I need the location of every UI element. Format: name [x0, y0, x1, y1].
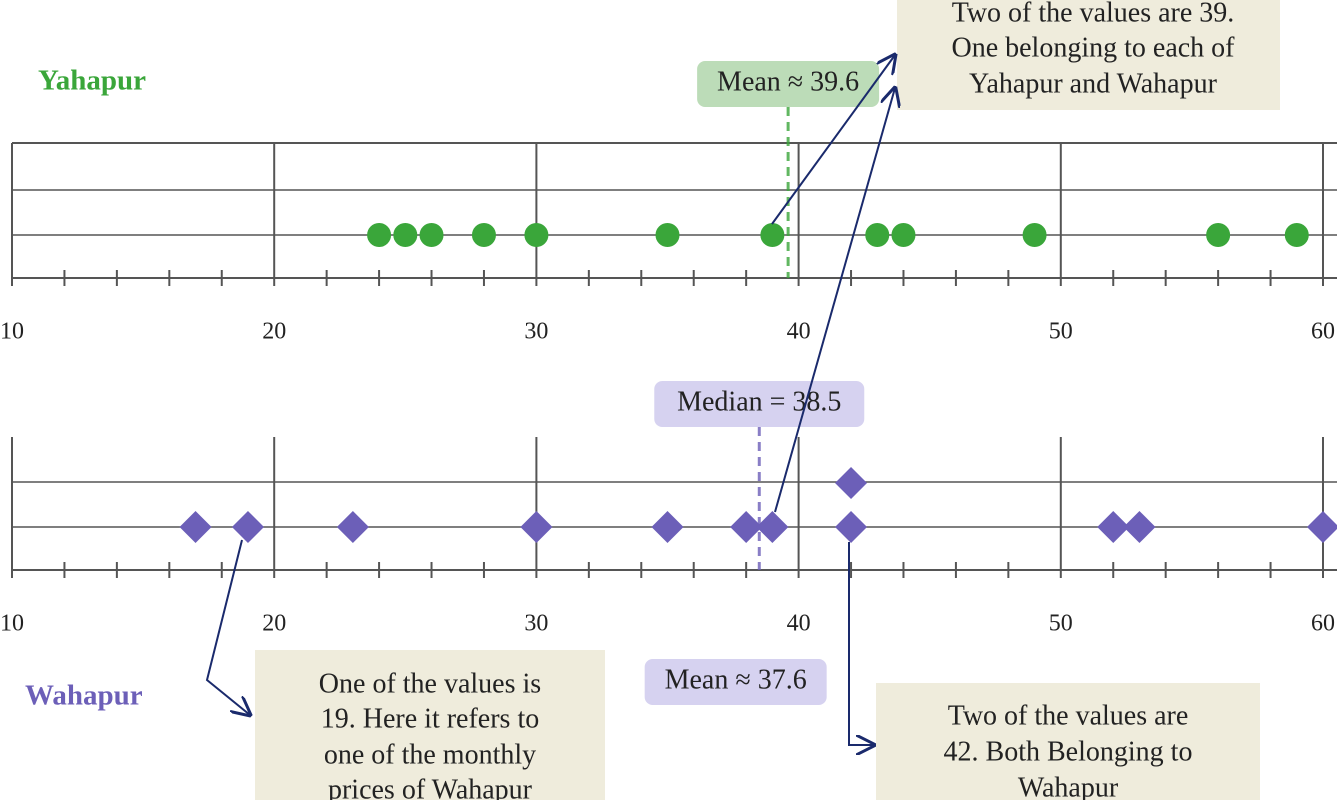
annotation-label: Mean ≈ 39.6: [717, 66, 859, 97]
x-tick-label: 50: [1049, 319, 1073, 345]
note-text: Yahapur and Wahapur: [969, 68, 1218, 99]
note-text: prices of Wahapur: [328, 774, 533, 800]
data-point: [1307, 511, 1337, 543]
x-tick-label: 20: [262, 319, 286, 345]
annotation-box: [654, 381, 865, 427]
data-point: [1097, 511, 1130, 543]
data-point: [651, 511, 684, 543]
note-text: 42. Both Belonging to: [944, 736, 1193, 767]
data-point: [891, 223, 916, 247]
data-point: [760, 223, 785, 247]
data-point: [865, 223, 890, 247]
chart-title: Yahapur: [38, 65, 146, 97]
annotation-box: [644, 659, 827, 705]
data-point: [520, 511, 553, 543]
note-text: 19. Here it refers to: [321, 703, 539, 734]
data-point: [524, 223, 549, 247]
note-text: One of the values is: [319, 668, 541, 699]
arrows: [205, 55, 895, 745]
annotation-label: Mean ≈ 37.6: [665, 664, 807, 695]
note-text: One belonging to each of: [951, 32, 1235, 63]
x-tick-label: 60: [1311, 319, 1335, 345]
x-tick-label: 40: [787, 611, 811, 637]
note-text: one of the monthly: [324, 739, 536, 770]
x-tick-label: 10: [0, 611, 24, 637]
x-tick-label: 40: [787, 319, 811, 345]
data-point: [730, 511, 763, 543]
x-tick-label: 30: [524, 319, 548, 345]
data-point: [1123, 511, 1156, 543]
x-tick-label: 60: [1311, 611, 1335, 637]
note-text: Two of the values are: [948, 700, 1189, 731]
data-point: [367, 223, 392, 247]
note-box: [897, 0, 1280, 110]
note-box: [255, 650, 605, 800]
data-point: [655, 223, 680, 247]
data-point: [835, 511, 868, 543]
annotation-box: [697, 61, 880, 107]
data-point: [419, 223, 444, 247]
x-tick-label: 30: [524, 611, 548, 637]
arrow: [771, 55, 895, 225]
arrow: [205, 539, 250, 715]
arrow: [774, 88, 895, 513]
note-text: Two of the values are 39.: [952, 0, 1235, 28]
data-point: [179, 511, 212, 543]
x-tick-label: 20: [262, 611, 286, 637]
note-box: [876, 683, 1260, 800]
chart-title: Wahapur: [25, 680, 143, 712]
annotation-label: Median = 38.5: [677, 386, 841, 417]
data-point: [835, 467, 868, 499]
arrow: [848, 542, 874, 745]
data-point: [471, 223, 496, 247]
data-point: [336, 511, 369, 543]
x-tick-label: 10: [0, 319, 24, 345]
data-point: [1284, 223, 1309, 247]
x-tick-label: 50: [1049, 611, 1073, 637]
data-point: [1022, 223, 1047, 247]
note-text: Wahapur: [1018, 772, 1119, 800]
data-point: [1206, 223, 1231, 247]
data-point: [393, 223, 418, 247]
data-point: [231, 511, 264, 543]
data-point: [756, 511, 789, 543]
